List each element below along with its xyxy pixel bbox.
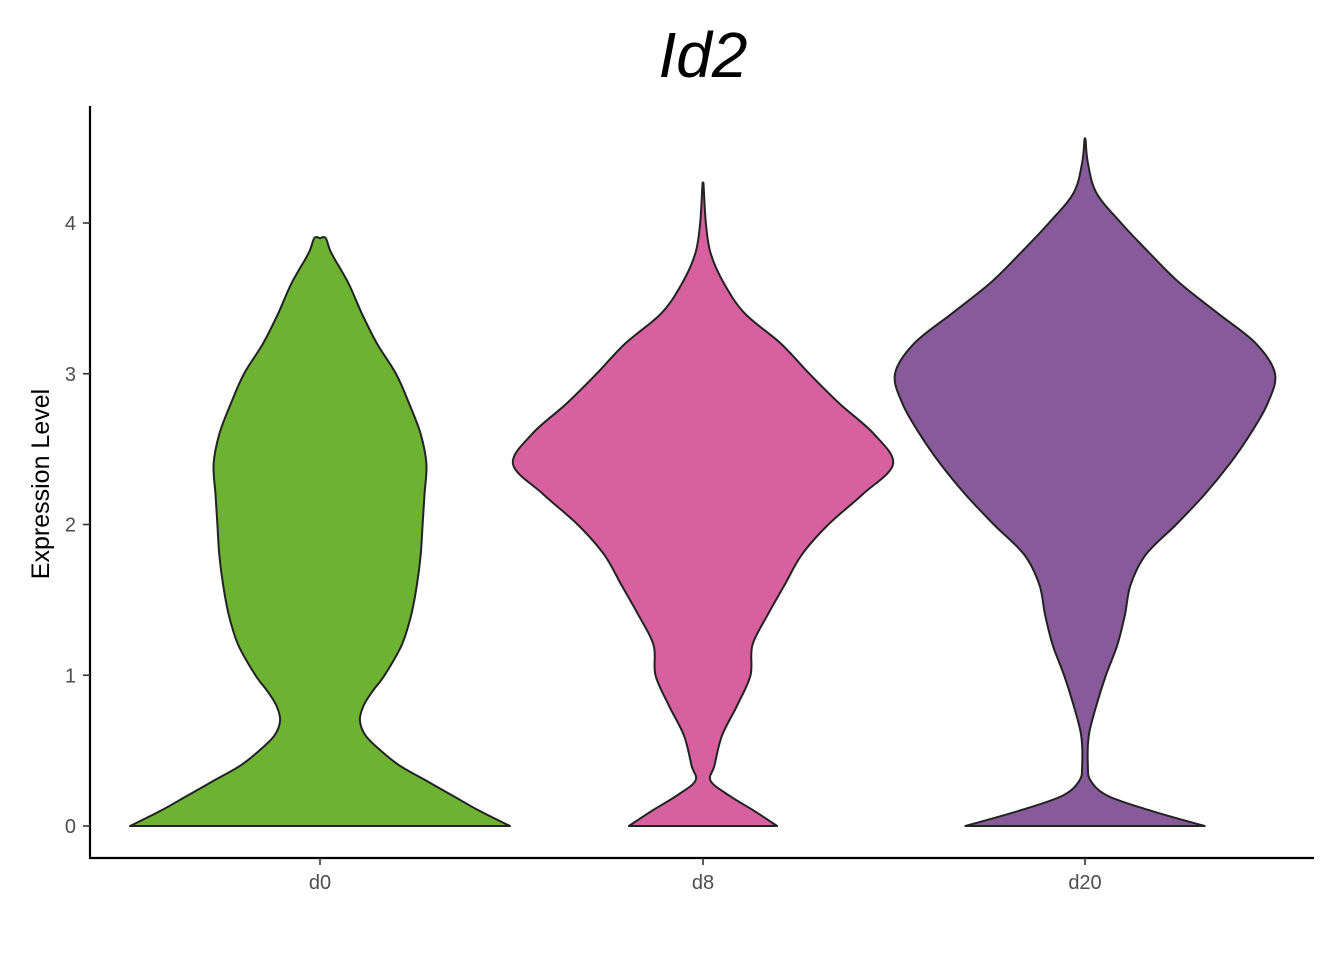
x-tick-label-d0: d0 (309, 872, 331, 894)
chart-title: Id2 (659, 19, 748, 91)
violin-d8 (511, 181, 895, 827)
y-tick-label: 0 (65, 816, 76, 838)
y-axis-title: Expression Level (27, 389, 55, 579)
y-tick-label: 4 (65, 213, 76, 235)
x-axis: d0 d8 d20 (89, 856, 1314, 894)
y-tick-label: 1 (65, 665, 76, 687)
x-tick-label-d8: d8 (692, 872, 714, 894)
violins-group (129, 137, 1277, 827)
y-axis: 0 1 2 3 4 (65, 106, 92, 859)
y-tick-label: 3 (65, 364, 76, 386)
x-tick-label-d20: d20 (1068, 872, 1101, 894)
violin-d20 (893, 137, 1277, 827)
y-tick-label: 2 (65, 515, 76, 537)
violin-d0 (129, 235, 511, 827)
